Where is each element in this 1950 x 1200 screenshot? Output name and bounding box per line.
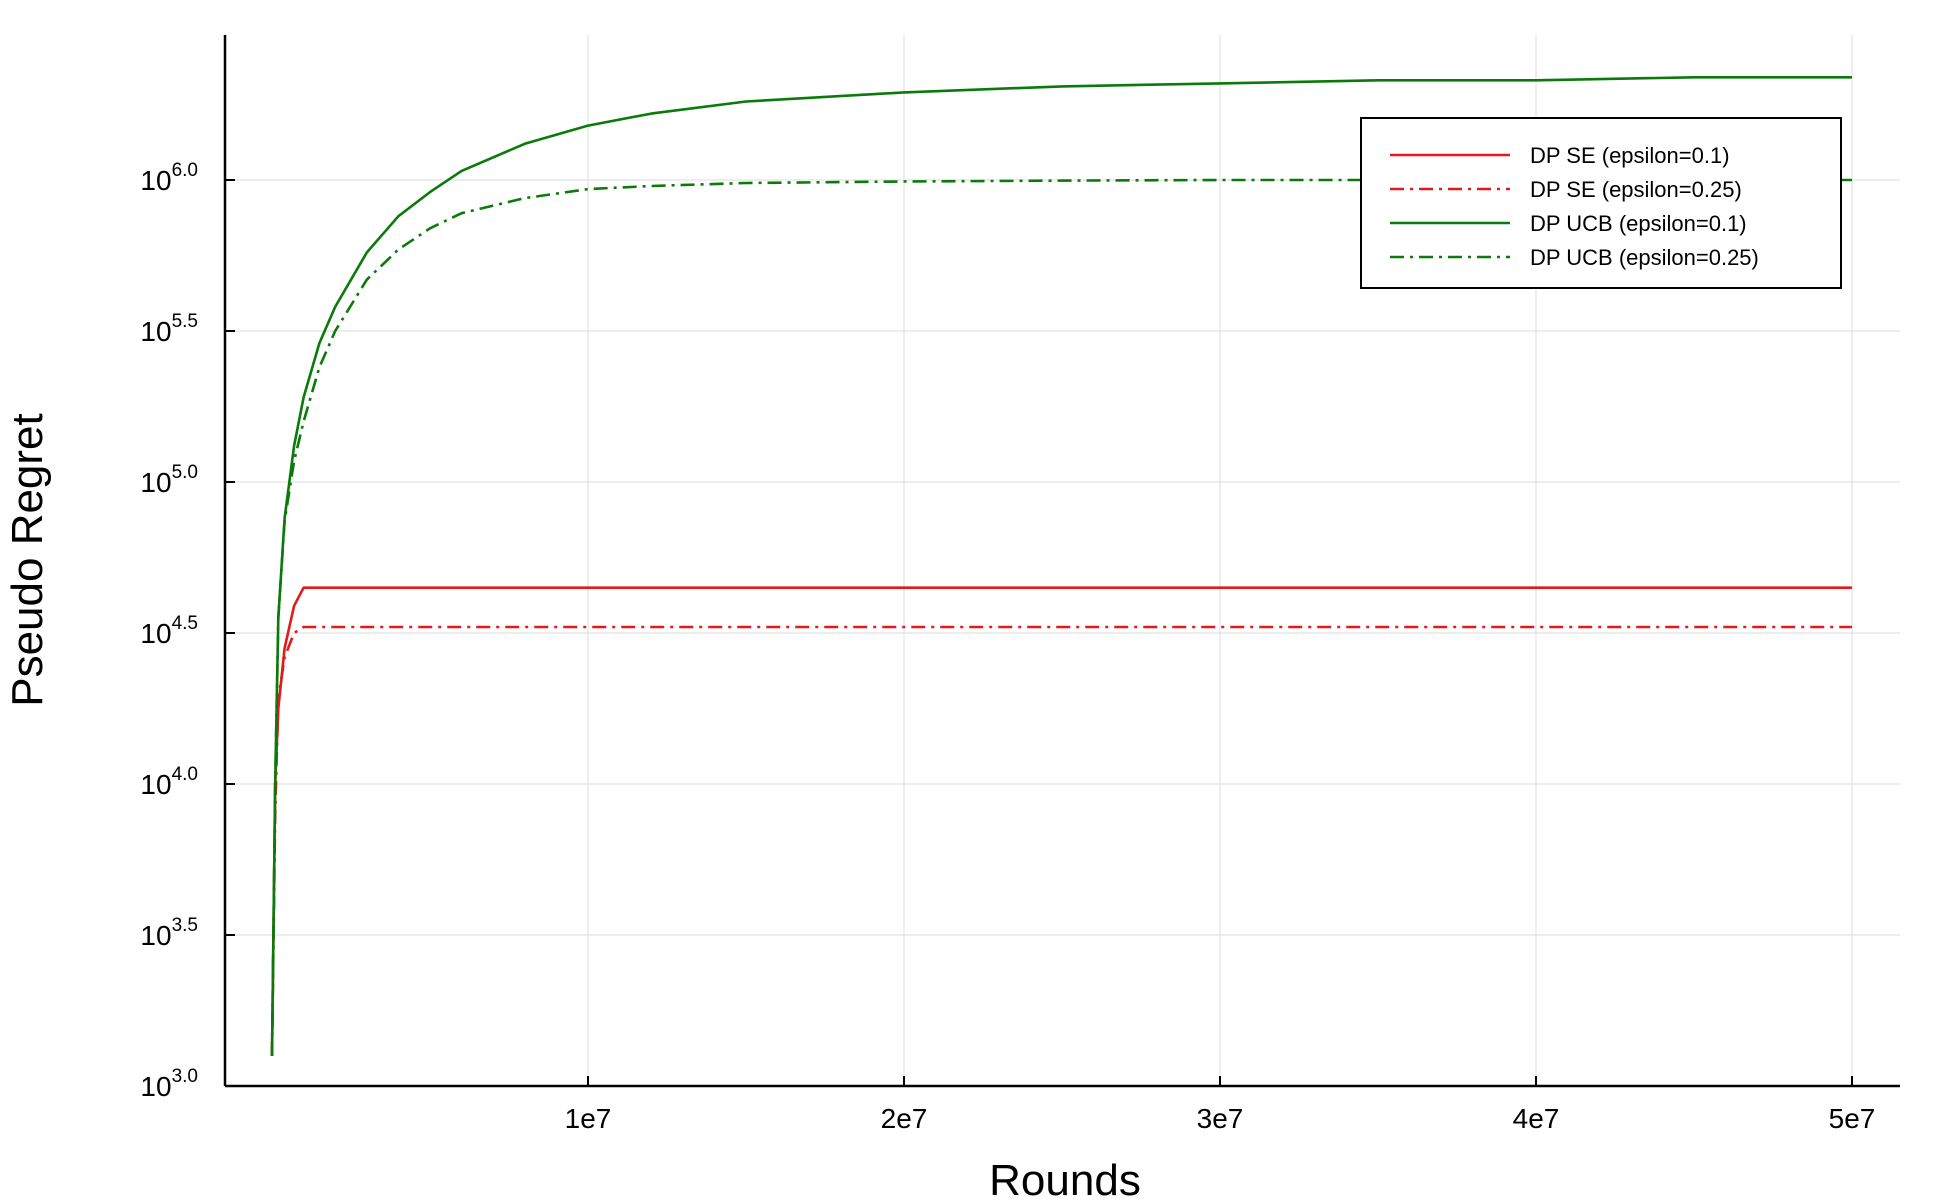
x-tick-label: 3e7	[1197, 1103, 1244, 1134]
y-tick-label: 104.5	[140, 613, 198, 649]
axes	[223, 35, 1900, 1088]
x-tick-label: 2e7	[881, 1103, 928, 1134]
x-ticks: 1e7 2e7 3e7 4e7 5e7	[565, 1076, 1876, 1134]
legend-box	[1360, 117, 1842, 289]
series-line-2	[270, 76, 1852, 1056]
y-tick-exponent: 3.0	[172, 1066, 198, 1087]
x-tick-label: 4e7	[1513, 1103, 1560, 1134]
y-tick-label: 104.0	[140, 764, 198, 800]
y-tick-label: 105.5	[140, 311, 198, 347]
y-tick-label: 106.0	[140, 160, 198, 196]
series-line-0	[270, 586, 1852, 1056]
y-axis-title: Pseudo Regret	[3, 413, 52, 707]
legend-label: DP UCB (epsilon=0.25)	[1530, 245, 1759, 270]
legend-label: DP SE (epsilon=0.25)	[1530, 177, 1742, 202]
y-tick-label: 105.0	[140, 462, 198, 498]
x-tick-label: 1e7	[565, 1103, 612, 1134]
y-tick-base: 10	[140, 618, 171, 649]
y-tick-base: 10	[140, 467, 171, 498]
y-tick-base: 10	[140, 1071, 171, 1102]
y-tick-base: 10	[140, 165, 171, 196]
x-axis-title: Rounds	[989, 1156, 1141, 1200]
series-line-1	[270, 625, 1852, 1056]
y-tick-base: 10	[140, 316, 171, 347]
y-tick-exponent: 3.5	[172, 915, 198, 936]
y-tick-base: 10	[140, 920, 171, 951]
y-tick-base: 10	[140, 769, 171, 800]
legend: DP SE (epsilon=0.1) DP SE (epsilon=0.25) D…	[1360, 117, 1842, 289]
legend-label: DP UCB (epsilon=0.1)	[1530, 211, 1747, 236]
y-tick-exponent: 5.0	[172, 462, 198, 483]
series-line-3	[270, 178, 1852, 1056]
y-tick-label: 103.0	[140, 1066, 198, 1102]
x-tick-label: 5e7	[1829, 1103, 1876, 1134]
y-tick-exponent: 5.5	[172, 311, 198, 332]
y-tick-exponent: 4.0	[172, 764, 198, 785]
y-tick-exponent: 4.5	[172, 613, 198, 634]
y-tick-label: 103.5	[140, 915, 198, 951]
y-tick-exponent: 6.0	[172, 160, 198, 181]
series-layer	[270, 76, 1852, 1056]
legend-label: DP SE (epsilon=0.1)	[1530, 143, 1730, 168]
